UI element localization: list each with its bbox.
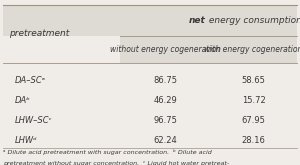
Text: LHWᵈ: LHWᵈ: [15, 136, 38, 145]
Text: 86.75: 86.75: [153, 76, 177, 85]
Text: pretreatment without sugar concentration.  ᶜ Liquid hot water pretreat-: pretreatment without sugar concentration…: [3, 161, 229, 165]
Text: with energy cogeneration: with energy cogeneration: [204, 45, 300, 54]
Text: 15.72: 15.72: [242, 96, 266, 105]
Text: 96.75: 96.75: [153, 116, 177, 125]
Text: 58.65: 58.65: [242, 76, 266, 85]
Text: ᵃ Dilute acid pretreatment with sugar concentration.  ᵇ Dilute acid: ᵃ Dilute acid pretreatment with sugar co…: [3, 149, 212, 155]
Text: net: net: [189, 16, 206, 25]
Text: energy consumption (MJ/L): energy consumption (MJ/L): [206, 16, 300, 25]
Text: without energy cogeneration: without energy cogeneration: [110, 45, 220, 54]
Text: 67.95: 67.95: [242, 116, 266, 125]
Text: DA–SCᵃ: DA–SCᵃ: [15, 76, 46, 85]
Text: 62.24: 62.24: [153, 136, 177, 145]
Text: 28.16: 28.16: [242, 136, 266, 145]
Text: DAᵇ: DAᵇ: [15, 96, 31, 105]
Text: 46.29: 46.29: [153, 96, 177, 105]
Text: LHW–SCᶜ: LHW–SCᶜ: [15, 116, 53, 125]
Text: pretreatment: pretreatment: [9, 29, 69, 38]
